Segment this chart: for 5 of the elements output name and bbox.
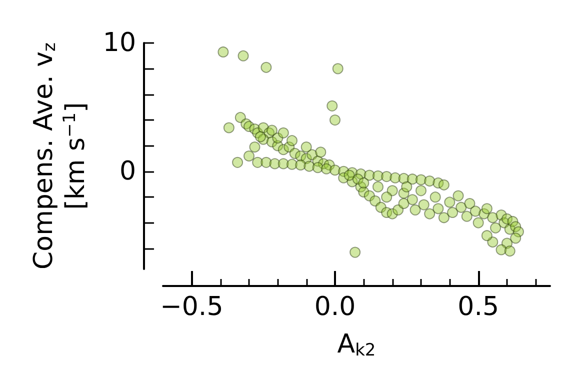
x-tick-label: −0.5 [160, 292, 224, 322]
y-tick-label: 10 [102, 28, 136, 58]
x-tick-label: 0.5 [458, 292, 500, 322]
x-tick-label: 0.0 [314, 292, 356, 322]
y-tick-label: 0 [119, 156, 136, 186]
